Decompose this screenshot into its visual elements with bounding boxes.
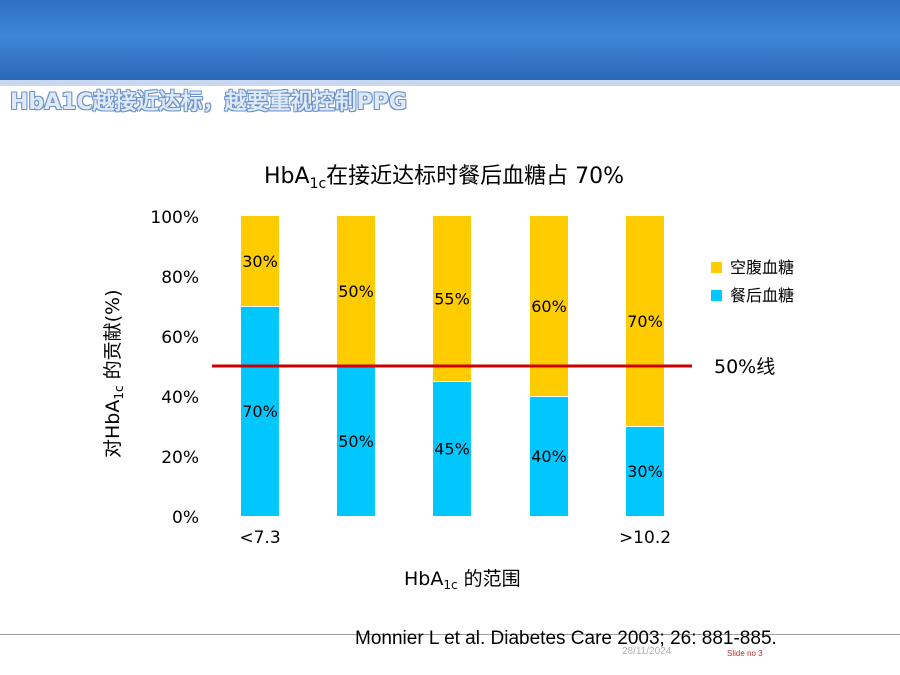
- bar-segment: [337, 216, 375, 366]
- reference-line-label: 50%线: [714, 356, 775, 378]
- bar-segment: [626, 216, 664, 426]
- bar-segment: [241, 306, 279, 516]
- legend-label: 餐后血糖: [730, 286, 794, 305]
- slide-date: 28/11/2024: [622, 646, 672, 657]
- footer-divider: [0, 634, 900, 635]
- citation: Monnier L et al. Diabetes Care 2003; 26:…: [355, 628, 777, 649]
- data-label: 50%: [338, 432, 374, 451]
- bar-segment: [337, 366, 375, 516]
- legend-swatch: [711, 262, 722, 273]
- chart-title: HbA1c在接近达标时餐后血糖占 70%: [264, 164, 624, 192]
- data-label: 45%: [434, 440, 470, 459]
- data-label: 40%: [531, 447, 567, 466]
- y-tick-label: 20%: [161, 448, 199, 468]
- data-label: 70%: [627, 312, 663, 331]
- legend-swatch: [711, 290, 722, 301]
- bar-segment: [530, 396, 568, 516]
- bar-segment: [433, 381, 471, 516]
- data-label: 30%: [627, 462, 663, 481]
- data-label: 60%: [531, 297, 567, 316]
- bar-segment: [626, 426, 664, 516]
- x-tick-label: <7.3: [239, 528, 280, 548]
- data-label: 55%: [434, 290, 470, 309]
- legend-label: 空腹血糖: [730, 258, 794, 277]
- x-tick-label: >10.2: [619, 528, 671, 548]
- data-label: 70%: [242, 402, 278, 421]
- y-axis-label: 对HbA1c 的贡献(%): [102, 289, 126, 458]
- header-stripe: [0, 80, 900, 86]
- data-label: 50%: [338, 282, 374, 301]
- y-tick-label: 0%: [172, 508, 199, 528]
- data-label: 30%: [242, 252, 278, 271]
- header-banner: [0, 0, 900, 80]
- slide-title: HbA1C越接近达标，越要重视控制PPG: [10, 90, 407, 115]
- x-axis-label: HbA1c 的范围: [404, 568, 521, 592]
- bar-segment: [433, 216, 471, 381]
- y-tick-label: 60%: [161, 328, 199, 348]
- y-tick-label: 100%: [150, 208, 199, 228]
- slide-number: Slide no 3: [727, 649, 763, 658]
- bar-segment: [241, 216, 279, 306]
- y-tick-label: 80%: [161, 268, 199, 288]
- y-tick-label: 40%: [161, 388, 199, 408]
